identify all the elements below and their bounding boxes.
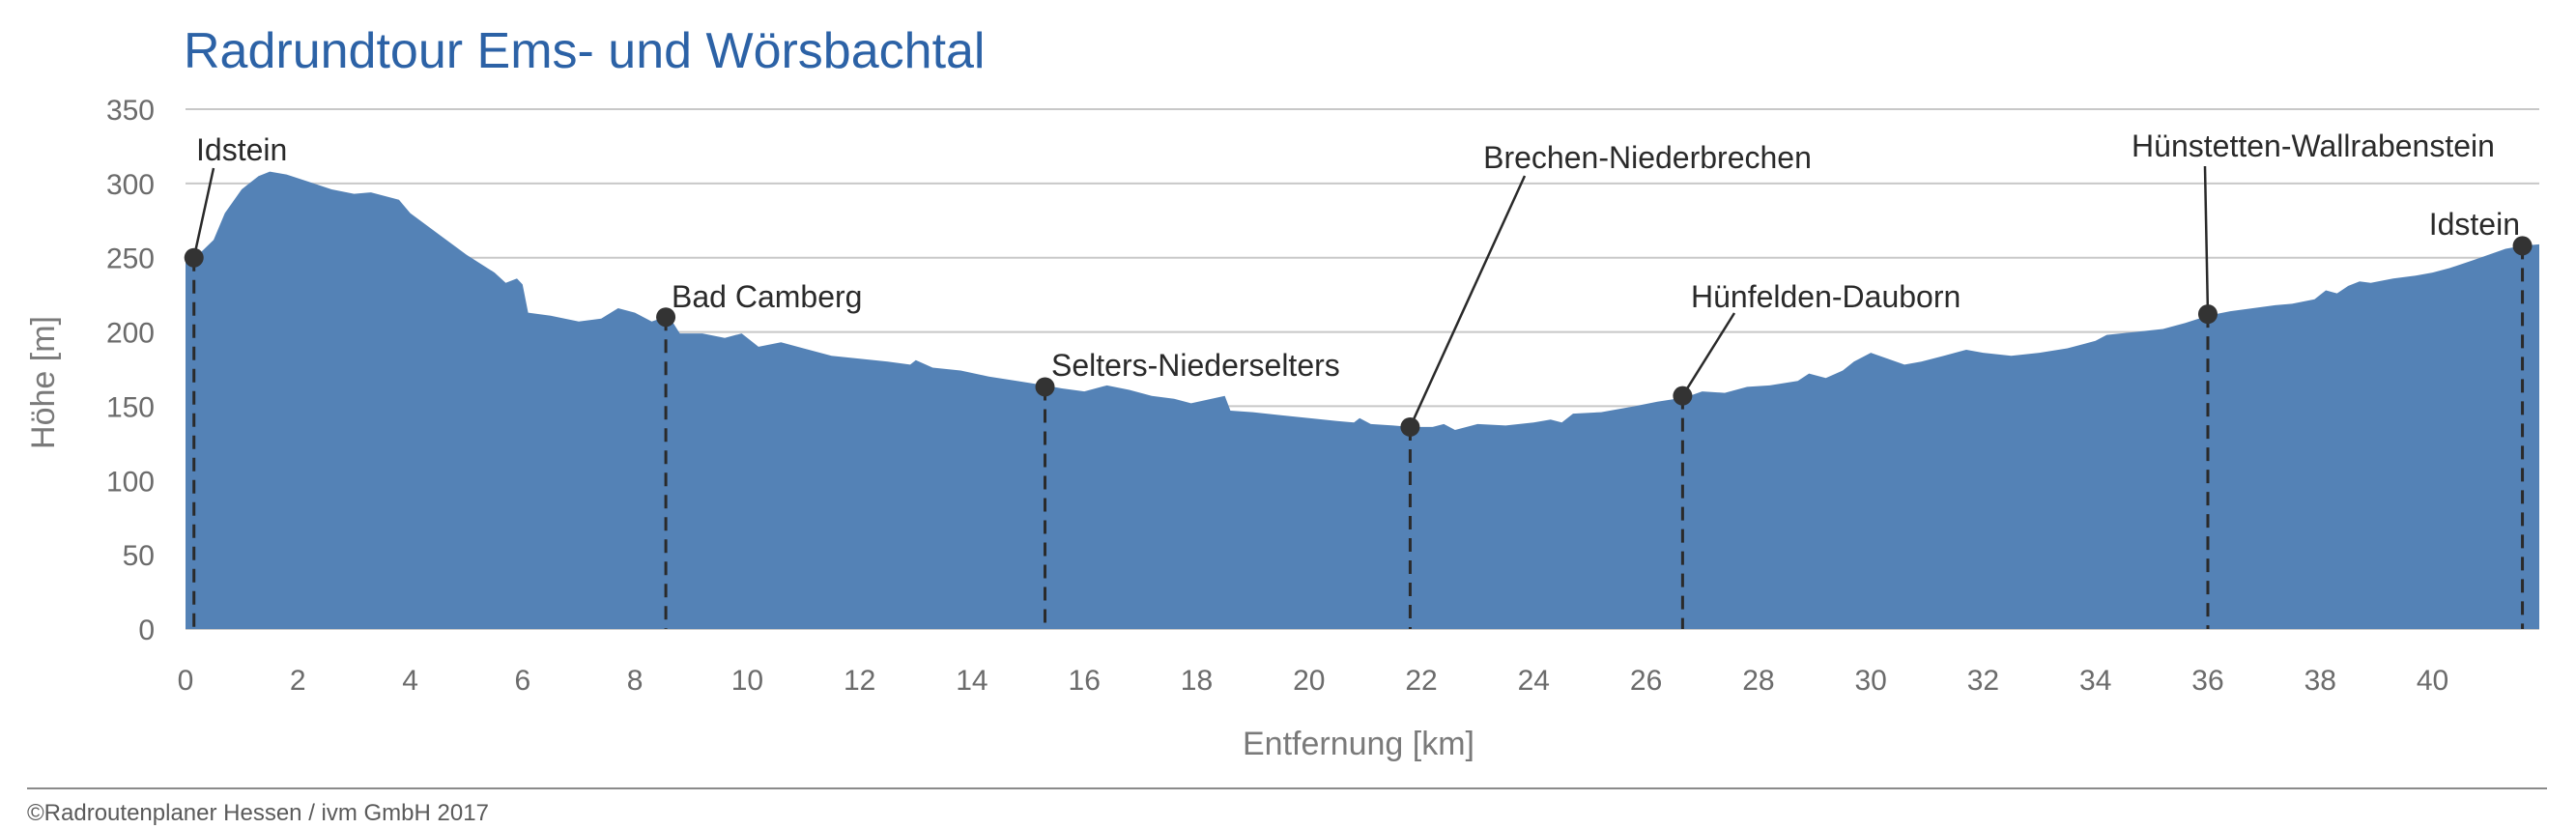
x-tick-label: 32 bbox=[1967, 665, 1999, 697]
waypoint-label: Idstein bbox=[2429, 207, 2520, 242]
x-tick-label: 24 bbox=[1518, 665, 1550, 697]
y-tick-label: 0 bbox=[138, 615, 155, 646]
x-tick-label: 40 bbox=[2417, 665, 2448, 697]
y-axis-label: Höhe [m] bbox=[25, 316, 62, 449]
x-tick-label: 30 bbox=[1854, 665, 1886, 697]
credit-text: ©Radroutenplaner Hessen / ivm GmbH 2017 bbox=[27, 800, 489, 826]
waypoint-label: Selters-Niederselters bbox=[1051, 348, 1340, 383]
waypoint-leader-line bbox=[2203, 165, 2210, 315]
x-axis-label: Entfernung [km] bbox=[1243, 726, 1474, 762]
waypoint-leader-line bbox=[1409, 175, 1527, 428]
x-tick-label: 20 bbox=[1293, 665, 1325, 697]
waypoint-marker bbox=[2197, 304, 2218, 325]
x-tick-label: 0 bbox=[178, 665, 194, 697]
x-tick-label: 2 bbox=[290, 665, 306, 697]
x-tick-label: 26 bbox=[1630, 665, 1662, 697]
y-tick-label: 300 bbox=[106, 169, 155, 201]
y-tick-label: 150 bbox=[106, 391, 155, 423]
elevation-profile-area bbox=[186, 171, 2539, 629]
y-tick-label: 200 bbox=[106, 318, 155, 350]
waypoint-marker bbox=[656, 307, 676, 328]
y-tick-label: 250 bbox=[106, 243, 155, 275]
x-tick-label: 22 bbox=[1405, 665, 1437, 697]
waypoint-label: Brechen-Niederbrechen bbox=[1483, 140, 1812, 175]
x-tick-label: 28 bbox=[1742, 665, 1774, 697]
x-tick-label: 8 bbox=[627, 665, 644, 697]
x-tick-label: 10 bbox=[731, 665, 763, 697]
waypoint-label: Bad Camberg bbox=[672, 279, 862, 314]
waypoint-marker bbox=[184, 247, 204, 268]
waypoint-marker bbox=[1400, 416, 1420, 437]
y-tick-label: 100 bbox=[106, 466, 155, 498]
waypoint-marker bbox=[1035, 377, 1055, 397]
waypoint-marker bbox=[2512, 236, 2533, 256]
waypoint-marker bbox=[1673, 386, 1693, 406]
waypoint-label: Idstein bbox=[196, 132, 287, 167]
y-axis-ticks: 0 50 100 150 200 250 300 350 bbox=[106, 95, 155, 646]
x-tick-label: 6 bbox=[514, 665, 530, 697]
x-tick-label: 14 bbox=[956, 665, 987, 697]
x-tick-label: 18 bbox=[1181, 665, 1213, 697]
x-tick-label: 36 bbox=[2191, 665, 2223, 697]
waypoint-leader-line bbox=[192, 167, 215, 258]
x-tick-label: 38 bbox=[2304, 665, 2336, 697]
x-tick-label: 4 bbox=[402, 665, 418, 697]
waypoint-label: Hünfelden-Dauborn bbox=[1691, 279, 1961, 314]
waypoint-label: Hünstetten-Wallrabenstein bbox=[2132, 129, 2495, 163]
x-axis-ticks: 0 2 4 6 8 10 12 14 16 18 20 22 24 26 28 30 32 34 36 38 40 bbox=[178, 665, 2449, 697]
x-tick-label: 16 bbox=[1069, 665, 1101, 697]
y-tick-label: 50 bbox=[123, 540, 155, 572]
waypoints: Idstein Bad Camberg Selters-Niederselters B… bbox=[184, 129, 2533, 629]
x-tick-label: 12 bbox=[844, 665, 875, 697]
chart-title: Radrundtour Ems- und Wörsbachtal bbox=[184, 23, 986, 79]
x-tick-label: 34 bbox=[2079, 665, 2111, 697]
y-tick-label: 350 bbox=[106, 95, 155, 127]
waypoint-leader-line bbox=[1681, 312, 1736, 397]
